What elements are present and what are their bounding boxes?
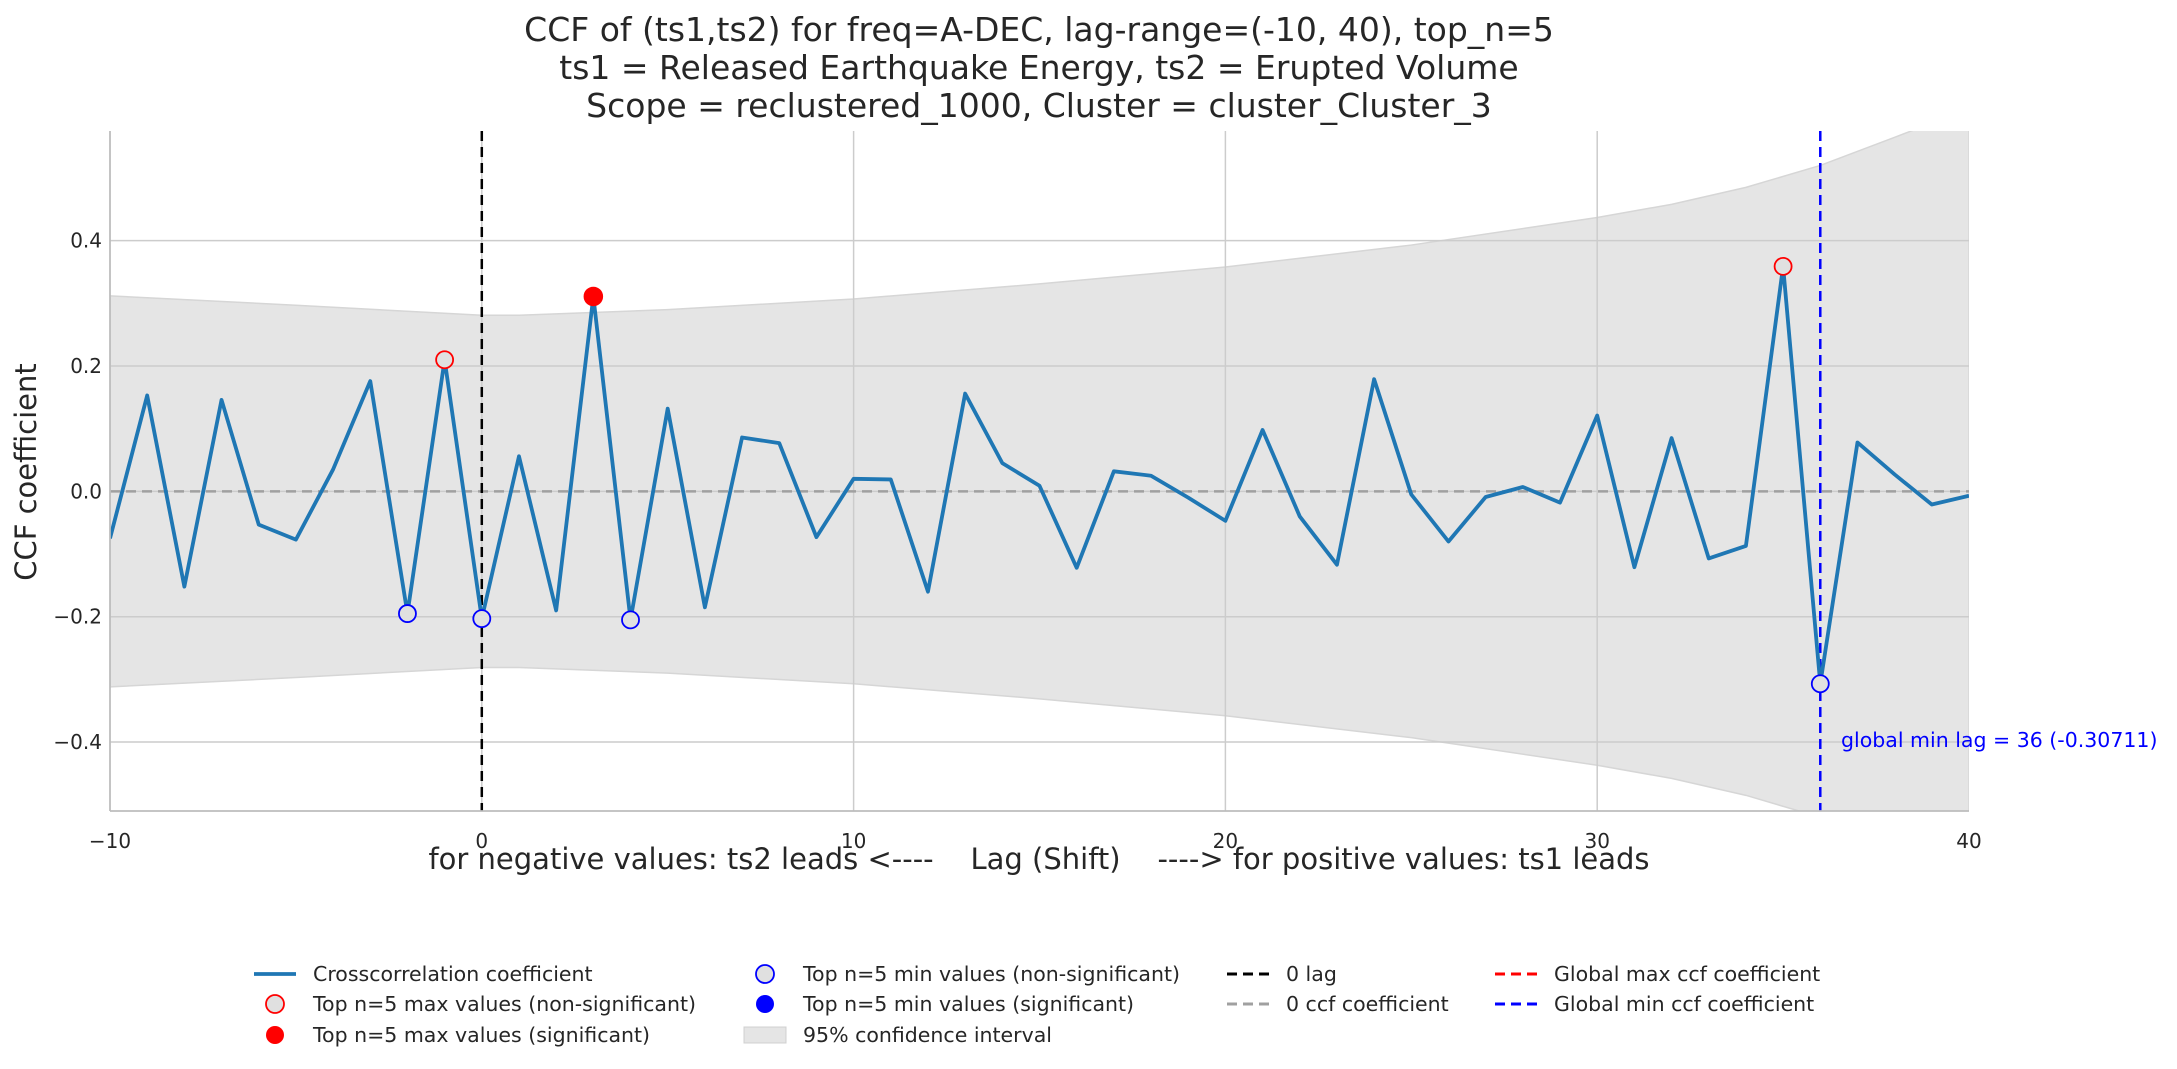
axes-layer: −10 0 10 20 30 40 −0.4 −0.2 0.0 0.2 0.4 <box>53 131 1982 853</box>
x-tick-label: 20 <box>1213 829 1238 853</box>
top-min-nonsig-marker <box>1810 674 1830 694</box>
legend-swatch-marker <box>265 994 285 1014</box>
ccf-series-line <box>110 264 1969 686</box>
top-min-nonsig-marker <box>398 604 417 623</box>
legend-swatch-marker <box>756 995 774 1013</box>
legend-label: 0 ccf coefficient <box>1286 992 1449 1016</box>
legend-label: 0 lag <box>1286 962 1337 986</box>
global-min-annotation: global min lag = 36 (-0.30711) <box>1841 728 2157 752</box>
legend-swatch-marker <box>266 1026 284 1044</box>
legend-entry: Top n=5 min values (non-significant) <box>755 962 1180 986</box>
title-line-3: Scope = reclustered_1000, Cluster = clus… <box>586 86 1492 125</box>
legend-entry: 0 ccf coefficient <box>1227 992 1449 1016</box>
top-max-sig-marker <box>583 286 604 307</box>
legend-swatch-marker <box>755 964 775 984</box>
x-axis-label: for negative values: ts2 leads <---- Lag… <box>428 842 1649 876</box>
x-tick-label: 10 <box>841 829 866 853</box>
reference-lines-layer <box>110 131 1969 811</box>
x-tick-label: 0 <box>475 829 488 853</box>
legend-entry: Crosscorrelation coefficient <box>254 962 593 986</box>
top-min-nonsig-marker <box>472 609 492 628</box>
legend-label: Global min ccf coefficient <box>1554 992 1814 1016</box>
legend-entry: Top n=5 min values (significant) <box>756 992 1134 1016</box>
y-tick-label: −0.2 <box>53 605 102 629</box>
x-tick-label: 40 <box>1956 829 1981 853</box>
x-tick-label: −10 <box>89 829 131 853</box>
top-max-nonsig-marker <box>435 350 455 370</box>
legend-label: Global max ccf coefficient <box>1554 962 1820 986</box>
legend-entry: 95% confidence interval <box>743 1023 1052 1047</box>
legend-label: Crosscorrelation coefficient <box>313 962 593 986</box>
y-tick-label: 0.0 <box>70 479 102 503</box>
legend-label: Top n=5 min values (non-significant) <box>802 962 1180 986</box>
legend: Crosscorrelation coefficient Top n=5 max … <box>254 962 1820 1047</box>
legend-label: 95% confidence interval <box>803 1023 1052 1047</box>
title-line-1: CCF of (ts1,ts2) for freq=A-DEC, lag-ran… <box>524 10 1554 49</box>
legend-entry: Global max ccf coefficient <box>1495 962 1820 986</box>
y-tick-label: 0.2 <box>70 354 102 378</box>
legend-label: Top n=5 max values (non-significant) <box>312 992 696 1016</box>
chart-title: CCF of (ts1,ts2) for freq=A-DEC, lag-ran… <box>524 10 1554 125</box>
legend-label: Top n=5 min values (significant) <box>802 992 1134 1016</box>
y-tick-label: 0.4 <box>70 229 102 253</box>
top-max-nonsig-marker <box>1773 256 1793 276</box>
legend-entry: Top n=5 max values (non-significant) <box>265 992 696 1016</box>
legend-label: Top n=5 max values (significant) <box>312 1023 650 1047</box>
marker-layer <box>398 256 1830 694</box>
legend-entry: Top n=5 max values (significant) <box>266 1023 650 1047</box>
legend-entry: Global min ccf coefficient <box>1495 992 1814 1016</box>
series-layer <box>110 264 1969 686</box>
legend-entry: 0 lag <box>1227 962 1337 986</box>
y-tick-label: −0.4 <box>53 730 102 754</box>
x-tick-label: 30 <box>1584 829 1609 853</box>
top-min-nonsig-marker <box>621 610 640 630</box>
title-line-2: ts1 = Released Earthquake Energy, ts2 = … <box>559 48 1518 87</box>
legend-swatch-band <box>743 1026 787 1044</box>
y-axis-label: CCF coefficient <box>9 363 43 581</box>
